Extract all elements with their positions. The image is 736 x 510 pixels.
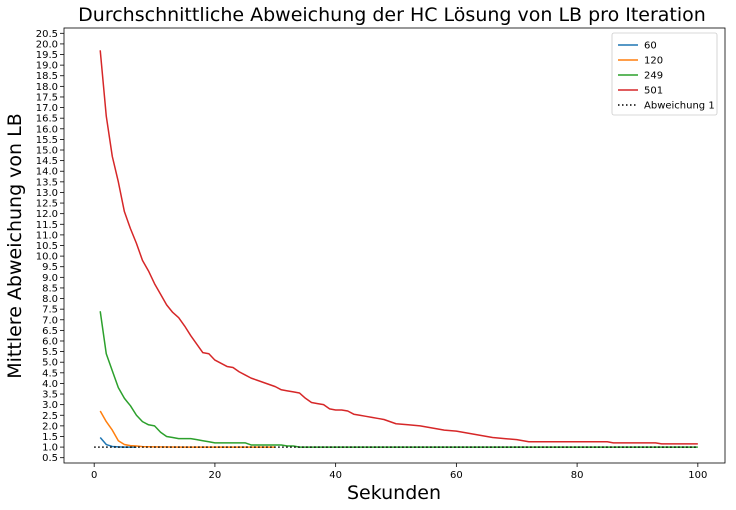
y-tick-label: 10.0 <box>36 252 58 263</box>
x-tick-label: 0 <box>91 470 97 481</box>
y-tick-label: 2.0 <box>42 421 58 432</box>
y-tick-label: 12.0 <box>36 209 58 220</box>
y-tick-label: 1.0 <box>42 443 58 454</box>
legend-label: 501 <box>644 86 663 97</box>
y-tick-label: 19.5 <box>36 50 58 61</box>
y-tick-label: 16.0 <box>36 124 58 135</box>
y-tick-label: 16.5 <box>36 114 58 125</box>
y-tick-label: 9.0 <box>42 273 58 284</box>
y-tick-label: 8.0 <box>42 294 58 305</box>
y-tick-label: 6.5 <box>42 326 58 337</box>
series-line-249 <box>99 311 698 448</box>
y-tick-label: 11.0 <box>36 230 58 241</box>
x-tick-label: 60 <box>450 470 463 481</box>
y-tick-label: 5.0 <box>42 358 58 369</box>
legend-box <box>611 32 718 116</box>
plot-area: 0 20 40 60 80 1000.51.01.52.02.53.03.54.04.55… <box>36 27 726 481</box>
y-axis-title: Mittlere Abweichung von LB <box>4 113 26 378</box>
y-tick-label: 20.5 <box>36 29 58 40</box>
y-tick-label: 17.5 <box>36 92 58 103</box>
series-line-120 <box>99 410 276 448</box>
y-tick-label: 13.0 <box>36 188 58 199</box>
y-tick-label: 19.0 <box>36 61 58 72</box>
y-tick-label: 3.5 <box>42 390 58 401</box>
y-tick-label: 12.5 <box>36 199 58 210</box>
y-tick-label: 18.5 <box>36 71 58 82</box>
y-tick-label: 13.5 <box>36 177 58 188</box>
legend-label: 249 <box>644 71 663 82</box>
y-tick-label: 20.0 <box>36 39 58 50</box>
series-line-501 <box>99 50 698 445</box>
legend-label: 60 <box>644 41 657 52</box>
y-tick-label: 17.0 <box>36 103 58 114</box>
y-tick-label: 7.5 <box>42 305 58 316</box>
x-tick-label: 40 <box>329 470 342 481</box>
y-tick-label: 3.0 <box>42 400 58 411</box>
y-tick-label: 10.5 <box>36 241 58 252</box>
x-tick-label: 100 <box>688 470 707 481</box>
y-tick-label: 0.5 <box>42 453 58 464</box>
y-tick-label: 1.5 <box>42 432 58 443</box>
chart-title: Durchschnittliche Abweichung der HC Lösu… <box>78 4 706 26</box>
y-tick-label: 15.0 <box>36 146 58 157</box>
y-tick-label: 14.5 <box>36 156 58 167</box>
y-tick-label: 9.5 <box>42 262 58 273</box>
y-tick-label: 2.5 <box>42 411 58 422</box>
y-tick-label: 5.5 <box>42 347 58 358</box>
legend-label: 120 <box>644 56 663 67</box>
y-tick-label: 4.5 <box>42 368 58 379</box>
x-axis-title: Sekunden <box>347 482 441 504</box>
legend-label: Abweichung 1 <box>644 101 715 112</box>
y-tick-label: 8.5 <box>42 283 58 294</box>
y-tick-label: 18.0 <box>36 82 58 93</box>
x-tick-label: 80 <box>571 470 584 481</box>
y-tick-label: 11.5 <box>36 220 58 231</box>
y-tick-label: 15.5 <box>36 135 58 146</box>
y-tick-label: 14.0 <box>36 167 58 178</box>
y-tick-label: 4.0 <box>42 379 58 390</box>
x-tick-label: 20 <box>209 470 222 481</box>
y-tick-label: 7.0 <box>42 315 58 326</box>
y-tick-label: 6.0 <box>42 336 58 347</box>
